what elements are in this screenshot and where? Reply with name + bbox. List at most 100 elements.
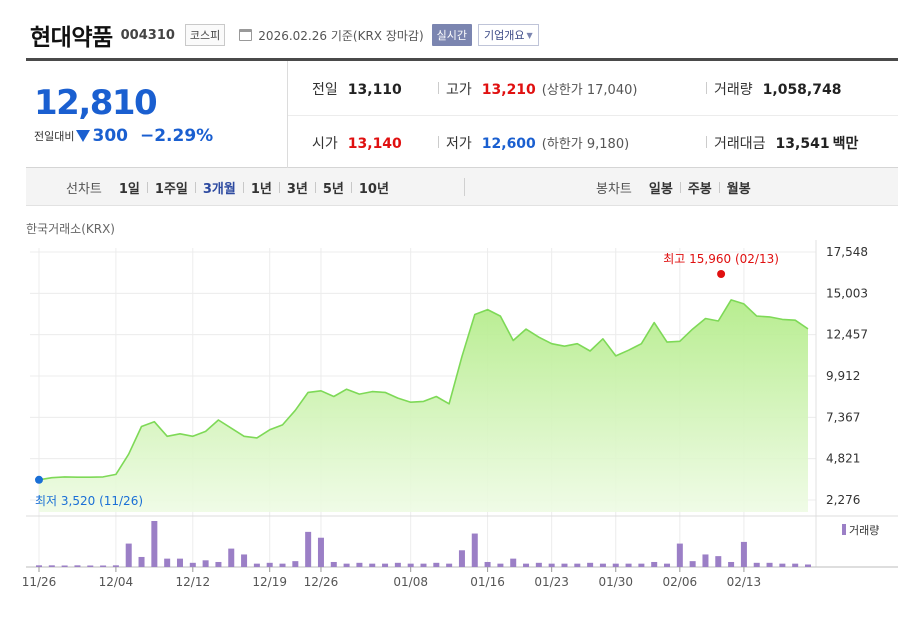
volume-stat: 거래량 1,058,748 [714,79,841,99]
company-overview-label: 기업개요 [484,29,525,42]
candle-option-0[interactable]: 일봉 [648,181,673,197]
candle-chart-title: 봉차트 [596,181,632,197]
volume-bar [420,563,427,567]
volume-legend-swatch [842,524,846,535]
volume-bar [369,563,376,567]
volume-bar [164,558,171,567]
x-tick-label: 11/26 [22,575,57,589]
volume-bar [266,562,273,567]
volume-bar [792,563,799,567]
line-chart-options: 선차트 1일 1주일 3개월 1년 3년 5년 10년 [66,168,396,206]
volume-bar [394,562,401,567]
divider [278,181,280,193]
volume-value: 1,058,748 [762,82,842,98]
volume-bar [779,563,786,567]
market-badge: 코스피 [184,24,226,46]
volume-bar [112,565,119,567]
period-option-6[interactable]: 10년 [358,181,389,197]
x-tick-label: 12/26 [304,575,339,589]
upper-limit: (상한가 17,040) [541,83,638,98]
low-value: 12,600 [481,136,536,152]
down-arrow-icon [76,130,91,142]
price-panel: 12,810 전일대비 300 −2.29% 전일 13,110 고가 13,2… [26,58,898,168]
open-value: 13,140 [347,136,402,152]
change-value: 300 [92,126,128,146]
current-price: 12,810 [34,83,158,123]
volume-bar [535,562,542,567]
lower-limit: (하한가 9,180) [541,137,630,152]
divider [706,136,707,148]
amount-label: 거래대금 [714,136,766,152]
volume-bar [740,541,747,567]
x-tick-label: 12/04 [99,575,134,589]
volume-bar [728,561,735,567]
divider [146,181,148,193]
chart-axes: 17,548 15,003 12,457 9,912 7,367 4,821 2,276 11… [22,245,868,589]
company-overview-dropdown[interactable]: 기업개요 ▼ [478,24,539,46]
volume-bar [382,563,389,567]
period-option-2[interactable]: 3개월 [202,181,236,197]
volume-bar [715,556,722,567]
period-option-3[interactable]: 1년 [250,181,272,197]
volume-bar [189,562,196,567]
high-label: 고가 [446,82,472,98]
volume-bar [215,561,222,567]
volume-label: 거래량 [714,82,753,98]
realtime-button[interactable]: 실시간 [431,24,472,46]
y-tick-label: 7,367 [826,410,860,424]
volume-bar [241,554,248,567]
volume-bar [510,558,517,567]
min-annotation: 최저 3,520 (11/26) [35,494,143,508]
open-stat: 시가 13,140 [312,133,402,153]
chart-period-bar: 선차트 1일 1주일 3개월 1년 3년 5년 10년 봉차트 일봉 주봉 월봉 [26,168,898,206]
amount-value: 13,541 [775,136,830,152]
volume-bar [471,533,478,567]
divider [706,82,707,94]
prev-close-label: 전일 [312,82,338,98]
amount-stat: 거래대금 13,541 백만 [714,133,858,153]
open-label: 시가 [312,136,338,152]
period-option-0[interactable]: 1일 [118,181,140,197]
divider [314,181,316,193]
x-tick-label: 02/13 [727,575,762,589]
divider [464,178,465,196]
volume-bar [484,561,491,567]
period-option-4[interactable]: 3년 [286,181,308,197]
volume-bar [356,562,363,567]
volume-bar [766,562,773,567]
divider [194,181,196,193]
min-point-dot [35,475,43,484]
divider [438,136,439,148]
chevron-down-icon: ▼ [526,30,533,40]
candle-option-1[interactable]: 주봉 [687,181,712,197]
volume-bar [625,563,632,567]
calendar-icon [239,29,253,41]
prev-close-value: 13,110 [347,82,402,98]
x-tick-label: 01/08 [393,575,428,589]
price-line [38,299,809,481]
y-tick-label: 4,821 [826,452,860,466]
volume-bar [151,521,158,567]
volume-bar [599,563,606,567]
volume-bar [74,565,81,567]
price-area [38,299,809,512]
volume-bar [458,550,465,567]
divider [438,82,439,94]
divider [679,181,681,193]
change-percent: −2.29% [139,126,214,146]
divider [718,181,720,193]
period-option-1[interactable]: 1주일 [154,181,188,197]
period-option-5[interactable]: 5년 [322,181,344,197]
y-tick-label: 2,276 [826,493,860,507]
volume-bar [407,563,414,567]
volume-bar [612,563,619,567]
candle-option-2[interactable]: 월봉 [726,181,751,197]
volume-bar [433,562,440,567]
volume-bar [138,556,145,567]
volume-bar [664,563,671,567]
price-change: 전일대비 300 −2.29% [34,126,213,146]
max-annotation: 최고 15,960 (02/13) [663,252,779,266]
volume-bar [202,560,209,567]
x-tick-label: 12/12 [176,575,211,589]
